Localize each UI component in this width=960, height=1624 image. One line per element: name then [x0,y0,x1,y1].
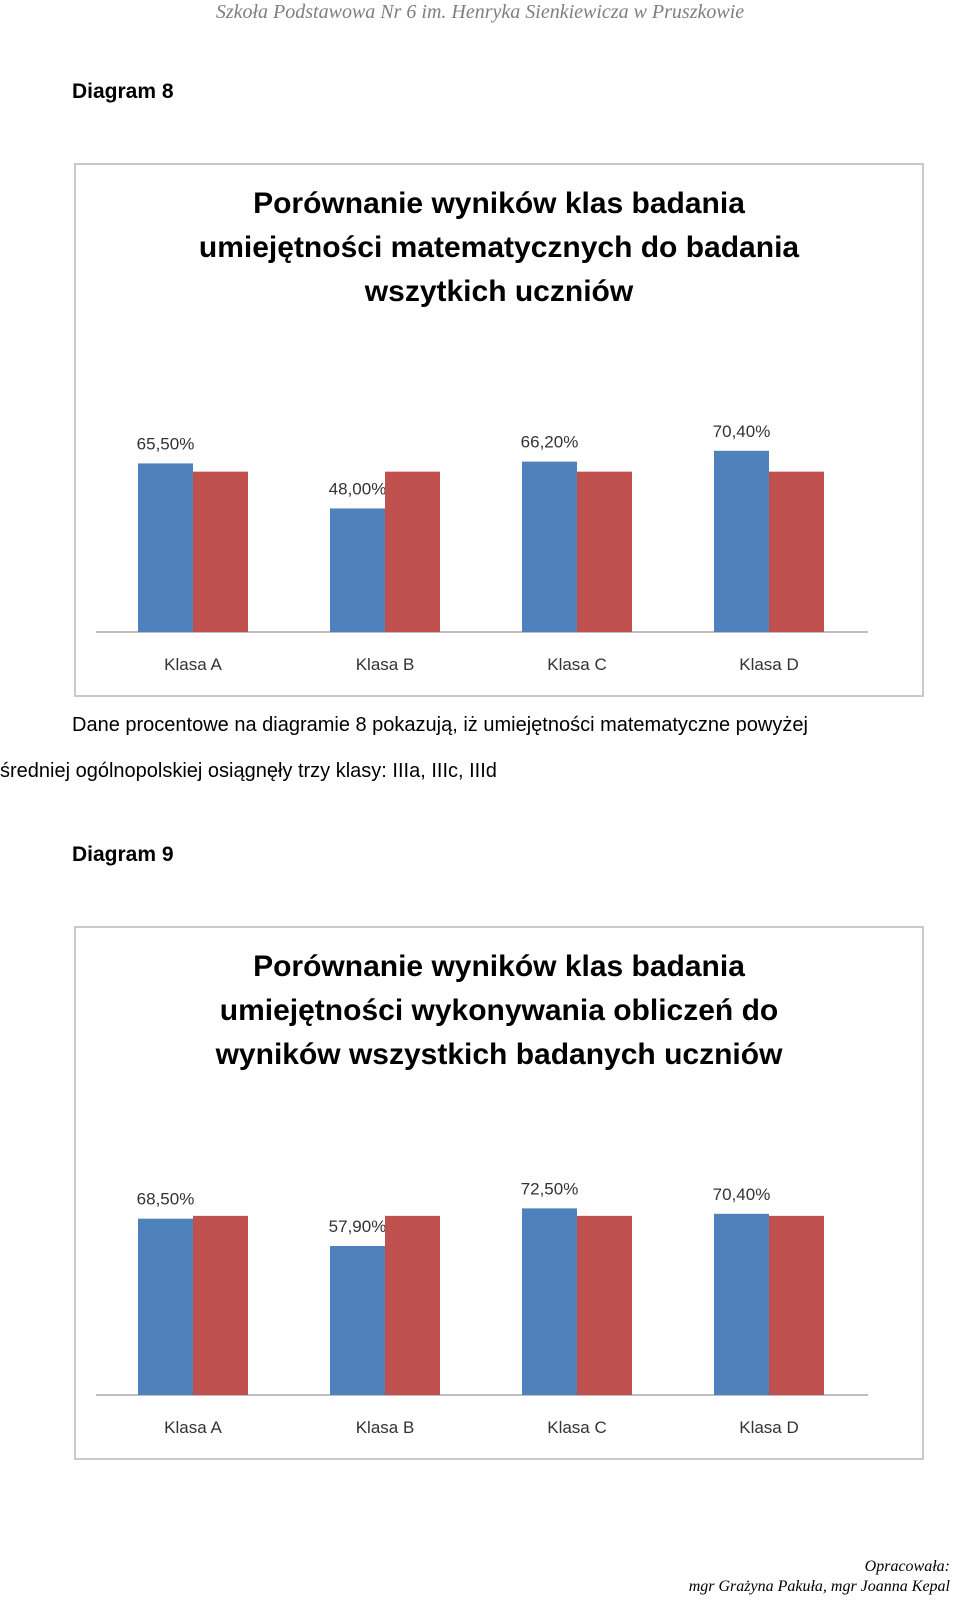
chart8-tick-2: Klasa B [356,655,415,674]
chart8-title-line-2: umiejętności matematycznych do badania [199,231,799,264]
chart-diagram-8: Porównanie wyników klas badania umiejętno… [74,163,924,697]
chart8-bar-2-1 [193,471,248,632]
chart8-bar-1-3 [522,461,577,632]
chart8-bar-2-3 [577,471,632,632]
footer-line-1: Opracowała: [864,1558,950,1575]
chart8-bar-2-4 [769,471,824,632]
chart9-bar-1-1 [138,1218,193,1395]
chart9-bar-2-1 [193,1215,248,1395]
chart8-tick-3: Klasa C [547,655,607,674]
chart8-bar-1-4 [714,450,769,632]
chart8-title-line-1: Porównanie wyników klas badania [253,187,745,220]
chart9-data-label-3: 72,50% [521,1179,579,1198]
chart9-title-line-3: wyników wszystkich badanych uczniów [215,1038,783,1071]
chart8-tick-4: Klasa D [739,655,799,674]
chart8-data-label-2: 48,00% [329,479,387,498]
chart9-bar-2-3 [577,1215,632,1395]
chart9-tick-1: Klasa A [164,1418,222,1437]
chart8-bar-1-2 [330,508,385,632]
chart9-bar-1-4 [714,1213,769,1395]
chart8-bar-2-2 [385,471,440,632]
chart9-bar-2-4 [769,1215,824,1395]
chart9-bar-1-3 [522,1208,577,1395]
chart9-data-label-1: 68,50% [137,1190,195,1209]
chart9-bar-2-2 [385,1215,440,1395]
footer-line-2: mgr Grażyna Pakuła, mgr Joanna Kepal [688,1578,950,1595]
chart-8-svg: Porównanie wyników klas badania umiejętno… [96,187,868,674]
page-header: Szkoła Podstawowa Nr 6 im. Henryka Sienk… [215,1,745,23]
chart8-tick-1: Klasa A [164,655,222,674]
chart8-data-label-3: 66,20% [521,433,579,452]
diagram-9-label: Diagram 9 [72,843,174,866]
chart9-title-line-2: umiejętności wykonywania obliczeń do [220,994,778,1027]
chart9-tick-4: Klasa D [739,1418,799,1437]
chart8-data-label-1: 65,50% [137,434,195,453]
paragraph-line-2: średniej ogólnopolskiej osiągnęły trzy k… [0,760,497,782]
chart8-title-line-3: wszytkich uczniów [364,275,634,308]
chart9-title-line-1: Porównanie wyników klas badania [253,950,745,983]
diagram-8-label: Diagram 8 [72,80,174,103]
chart9-tick-3: Klasa C [547,1418,607,1437]
chart9-tick-2: Klasa B [356,1418,415,1437]
chart9-data-label-2: 57,90% [329,1217,387,1236]
chart-diagram-9: Porównanie wyników klas badania umiejętno… [74,926,924,1460]
chart9-data-label-4: 70,40% [713,1185,771,1204]
chart-9-svg: Porównanie wyników klas badania umiejętno… [96,950,868,1437]
chart8-data-label-4: 70,40% [713,422,771,441]
chart9-bar-1-2 [330,1245,385,1395]
paragraph-line-1: Dane procentowe na diagramie 8 pokazują,… [72,714,808,736]
chart8-bar-1-1 [138,463,193,632]
